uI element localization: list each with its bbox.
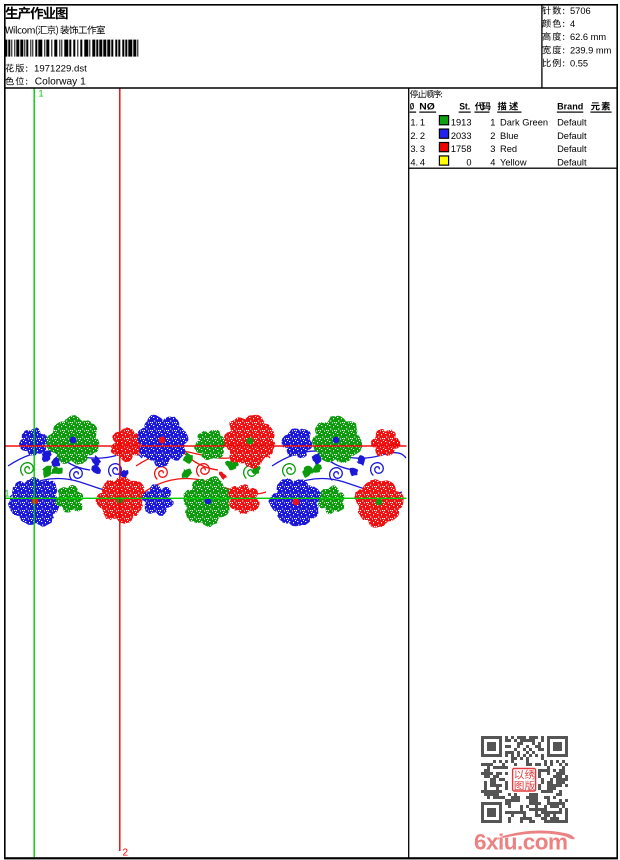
svg-text:Blue: Blue xyxy=(500,131,519,141)
svg-text:2: 2 xyxy=(394,437,400,448)
svg-text:2: 2 xyxy=(490,131,495,141)
svg-text:St.: St. xyxy=(459,102,470,112)
svg-text:4: 4 xyxy=(570,19,575,29)
svg-text:4.: 4. xyxy=(410,158,418,168)
svg-text:2.: 2. xyxy=(410,131,418,141)
svg-text:62.6 mm: 62.6 mm xyxy=(570,32,606,42)
svg-text:3.: 3. xyxy=(410,144,418,154)
svg-text:2: 2 xyxy=(420,131,425,141)
svg-text:2033: 2033 xyxy=(451,131,472,141)
svg-text:4: 4 xyxy=(420,158,425,168)
svg-text:Default: Default xyxy=(557,144,587,154)
svg-text:4: 4 xyxy=(490,158,495,168)
svg-text:Default: Default xyxy=(557,117,587,127)
svg-text:239.9 mm: 239.9 mm xyxy=(570,45,612,55)
svg-text:1758: 1758 xyxy=(451,144,472,154)
svg-text:Ø: Ø xyxy=(410,102,414,112)
svg-text:Colorway 1: Colorway 1 xyxy=(35,77,86,88)
svg-text:0.55: 0.55 xyxy=(570,58,588,68)
svg-text:Default: Default xyxy=(557,158,587,168)
svg-text:1: 1 xyxy=(420,117,425,127)
svg-text:1: 1 xyxy=(39,89,44,99)
svg-text:Red: Red xyxy=(500,144,517,154)
svg-text:1: 1 xyxy=(5,489,10,499)
svg-text:1913: 1913 xyxy=(451,117,472,127)
svg-text:Brand: Brand xyxy=(557,102,583,112)
svg-text:1.: 1. xyxy=(410,117,418,127)
svg-text:0: 0 xyxy=(466,158,471,168)
svg-text:NØ: NØ xyxy=(419,102,435,112)
svg-text:Yellow: Yellow xyxy=(500,158,527,168)
svg-text:6xiu.com: 6xiu.com xyxy=(474,830,568,855)
svg-text:3: 3 xyxy=(420,144,425,154)
svg-text:1: 1 xyxy=(490,117,495,127)
svg-text:3: 3 xyxy=(490,144,495,154)
svg-text:5706: 5706 xyxy=(570,6,591,16)
svg-text:2: 2 xyxy=(123,848,129,859)
svg-text:Default: Default xyxy=(557,131,587,141)
svg-text:1971229.dst: 1971229.dst xyxy=(34,64,87,75)
svg-text:Dark Green: Dark Green xyxy=(500,117,548,127)
